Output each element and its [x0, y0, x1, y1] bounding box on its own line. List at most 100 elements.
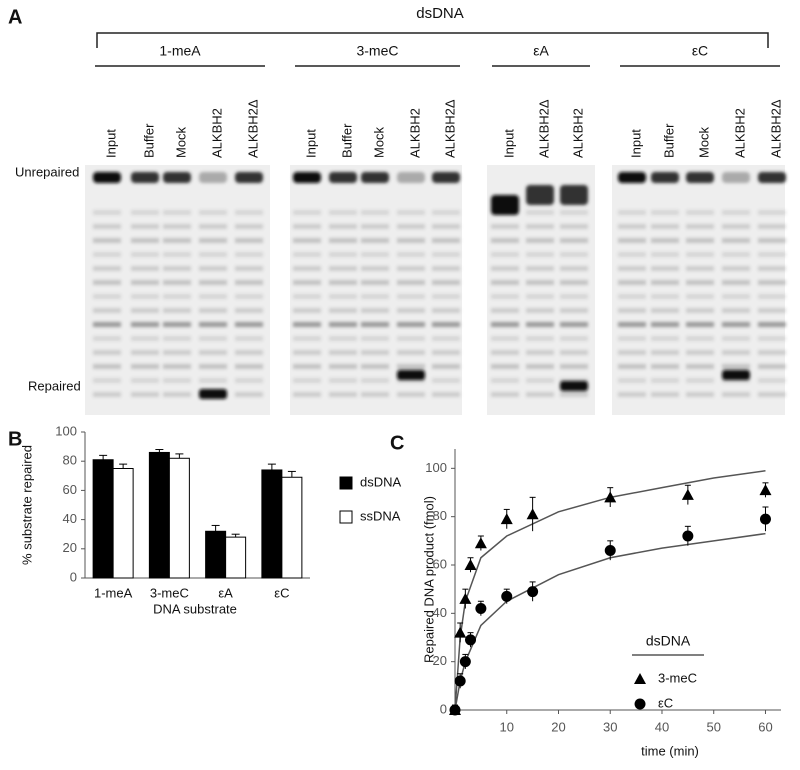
x-tick-label: 50 [706, 719, 720, 734]
band [686, 266, 714, 271]
y-tick-label: 0 [440, 701, 447, 716]
x-axis-label: DNA substrate [153, 601, 237, 616]
band [293, 322, 321, 327]
band [397, 378, 425, 383]
lane-label: ALKBH2 [570, 108, 585, 158]
band [163, 266, 191, 271]
gel [612, 165, 785, 415]
band [131, 392, 159, 397]
band [651, 294, 679, 299]
band [560, 350, 588, 355]
band [560, 364, 588, 369]
band [686, 308, 714, 313]
band [722, 172, 750, 183]
band [293, 238, 321, 243]
band [329, 266, 357, 271]
band [722, 364, 750, 369]
lane-label: Input [501, 129, 516, 158]
band [432, 210, 460, 215]
band [131, 280, 159, 285]
marker [759, 484, 772, 496]
band [722, 322, 750, 327]
band [199, 336, 227, 341]
band [235, 252, 263, 257]
band [131, 172, 159, 183]
band [93, 308, 121, 313]
band [361, 252, 389, 257]
y-tick-label: 40 [63, 511, 77, 526]
band [93, 172, 121, 183]
band [686, 210, 714, 215]
group-label: εA [533, 43, 549, 59]
band [651, 364, 679, 369]
x-tick-label: εA [218, 585, 233, 600]
band [491, 392, 519, 397]
band [199, 350, 227, 355]
band [397, 266, 425, 271]
band [93, 210, 121, 215]
band [526, 185, 554, 205]
lane-label: ALKBH2Δ [245, 99, 260, 158]
band [361, 392, 389, 397]
band [526, 378, 554, 383]
band [491, 210, 519, 215]
band [686, 238, 714, 243]
band [235, 336, 263, 341]
lane-label: ALKBH2 [209, 108, 224, 158]
band [199, 378, 227, 383]
band [329, 364, 357, 369]
band [163, 210, 191, 215]
band [131, 238, 159, 243]
lane-label: Buffer [661, 123, 676, 158]
bar [168, 457, 190, 579]
marker [526, 508, 539, 520]
band [293, 224, 321, 229]
band [432, 238, 460, 243]
band [651, 336, 679, 341]
band [329, 322, 357, 327]
band [361, 266, 389, 271]
band [758, 350, 786, 355]
band [618, 280, 646, 285]
band [293, 266, 321, 271]
band [758, 392, 786, 397]
band [560, 224, 588, 229]
marker [459, 656, 471, 668]
band [361, 378, 389, 383]
band [235, 266, 263, 271]
band [618, 224, 646, 229]
band [131, 322, 159, 327]
band [199, 210, 227, 215]
band [329, 172, 357, 183]
band [432, 252, 460, 257]
band [131, 210, 159, 215]
marker [465, 634, 477, 646]
band [491, 364, 519, 369]
band [293, 172, 321, 183]
band [397, 172, 425, 183]
band [651, 350, 679, 355]
band [397, 350, 425, 355]
band [618, 322, 646, 327]
gel-bands [618, 172, 786, 397]
band [131, 266, 159, 271]
band [432, 266, 460, 271]
marker [527, 586, 539, 598]
band [618, 252, 646, 257]
band [397, 294, 425, 299]
x-tick-label: 1-meA [94, 585, 133, 600]
band [397, 238, 425, 243]
group-label: 3-meC [356, 43, 398, 59]
band [361, 172, 389, 183]
band [560, 294, 588, 299]
band [651, 238, 679, 243]
band [93, 350, 121, 355]
band [560, 238, 588, 243]
band [686, 172, 714, 183]
panel-label: B [8, 428, 22, 450]
band [491, 238, 519, 243]
lane-label: ALKBH2 [407, 108, 422, 158]
band [131, 350, 159, 355]
band [432, 350, 460, 355]
band [329, 238, 357, 243]
